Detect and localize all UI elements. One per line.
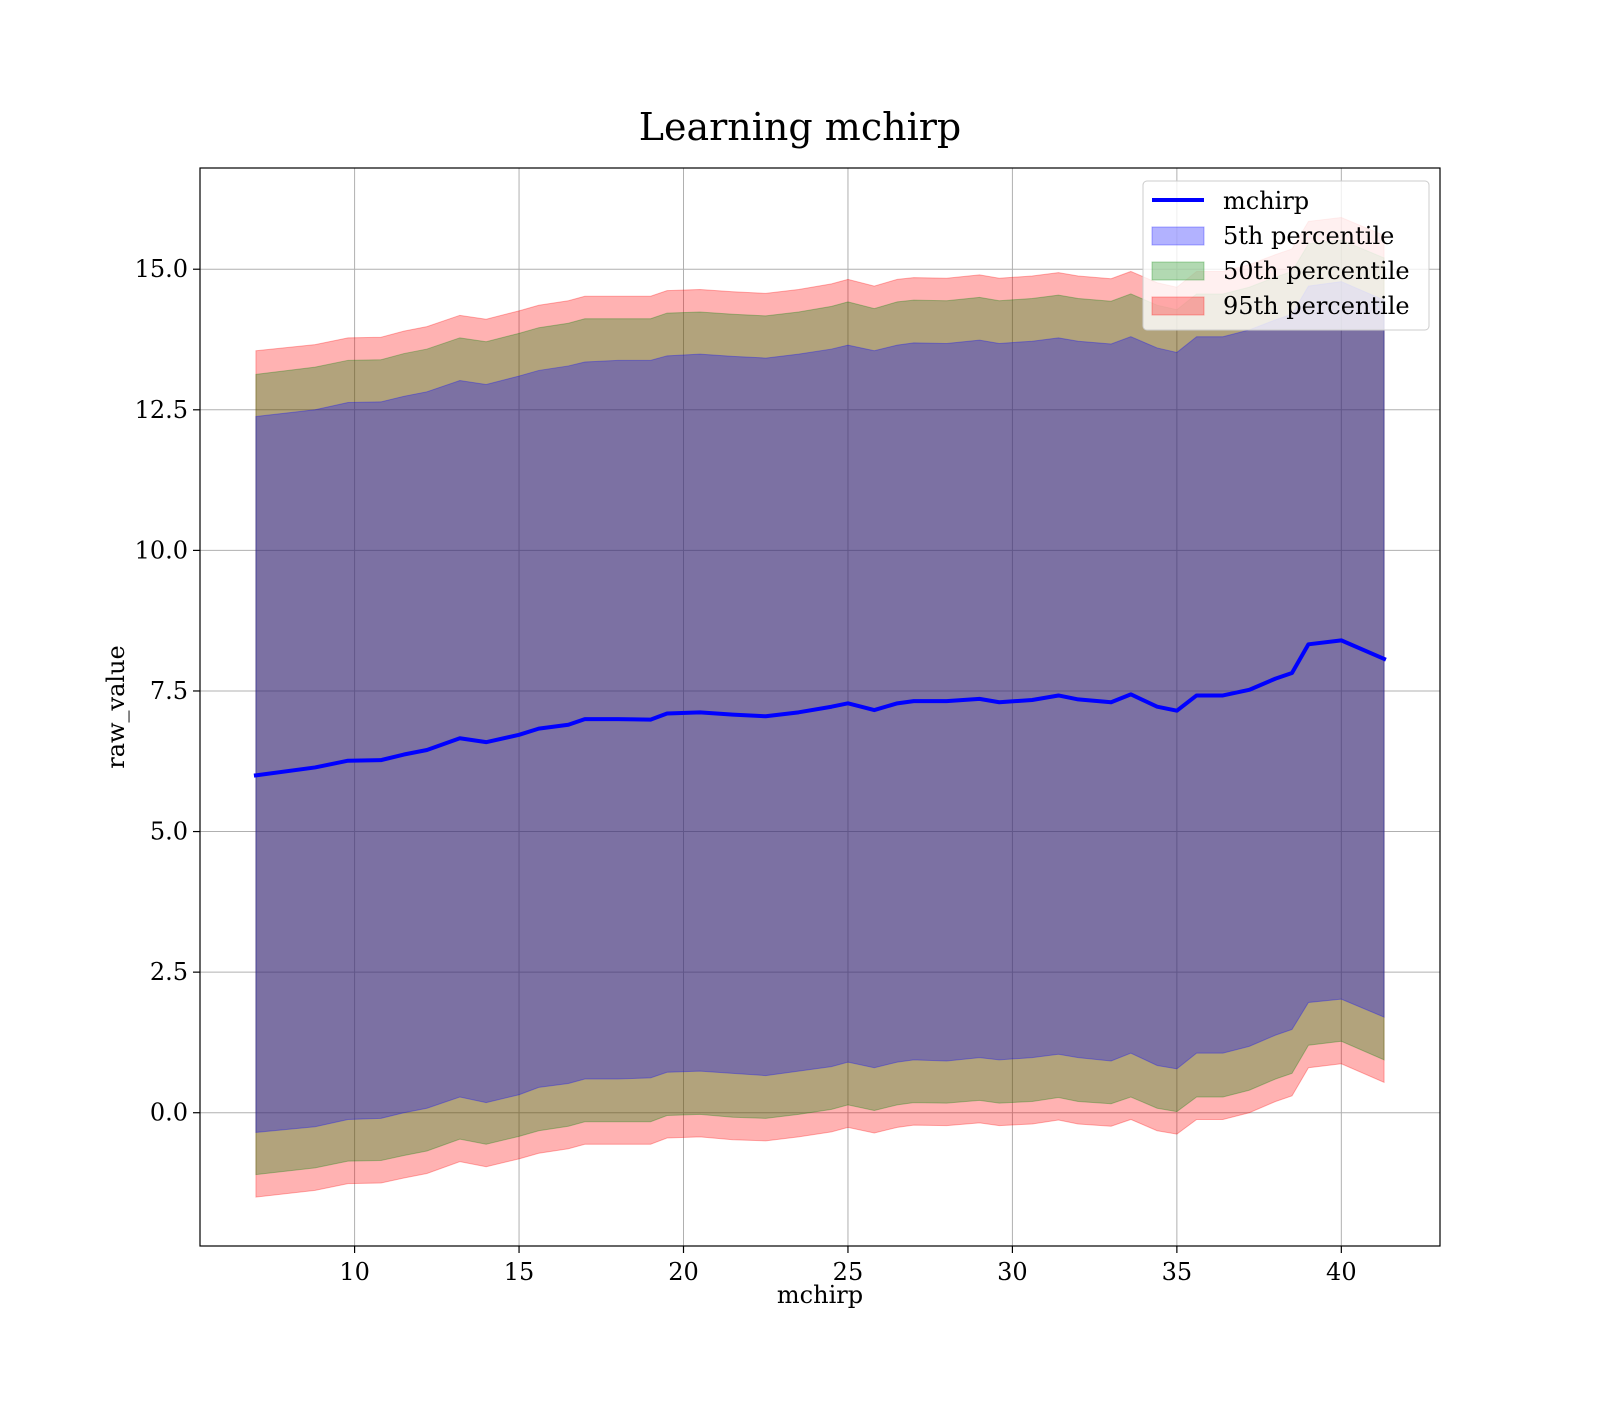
x-tick-label: 25 [833,1258,864,1286]
legend-swatch-5th [1151,226,1205,246]
y-tick-label: 5.0 [150,818,188,846]
legend-label-5th: 5th percentile [1223,222,1394,250]
legend-label-mchirp: mchirp [1223,187,1309,215]
y-tick-label: 12.5 [135,396,188,424]
chart-title: Learning mchirp [639,105,961,149]
legend-swatch-50th [1151,261,1205,281]
plot-frame [199,167,1441,1247]
y-tick-label: 0.0 [150,1099,188,1127]
legend-swatch-95th [1151,296,1205,316]
legend-label-50th: 50th percentile [1223,257,1410,285]
y-tick-label: 10.0 [135,536,188,564]
y-axis-label: raw_value [102,645,130,769]
y-tick-label: 15.0 [135,255,188,283]
y-tick-label: 7.5 [150,677,188,705]
line-layer [253,638,1387,778]
x-tick-label: 15 [504,1258,535,1286]
legend: mchirp 5th percentile 50th percentile 95… [1142,180,1430,331]
x-tick-label: 10 [339,1258,370,1286]
legend-label-95th: 95th percentile [1223,292,1410,320]
x-tick-label: 35 [1162,1258,1193,1286]
x-axis-ticks: 10 15 20 25 30 35 40 [339,1246,1357,1286]
y-axis-ticks: 0.0 2.5 5.0 7.5 10.0 12.5 15.0 [135,255,200,1127]
x-tick-label: 40 [1326,1258,1357,1286]
legend-box [1142,180,1430,331]
x-tick-label: 20 [668,1258,699,1286]
series-line-mchirp [253,638,1387,778]
y-tick-label: 2.5 [150,958,188,986]
x-axis-label: mchirp [777,1281,863,1309]
x-tick-label: 30 [997,1258,1028,1286]
